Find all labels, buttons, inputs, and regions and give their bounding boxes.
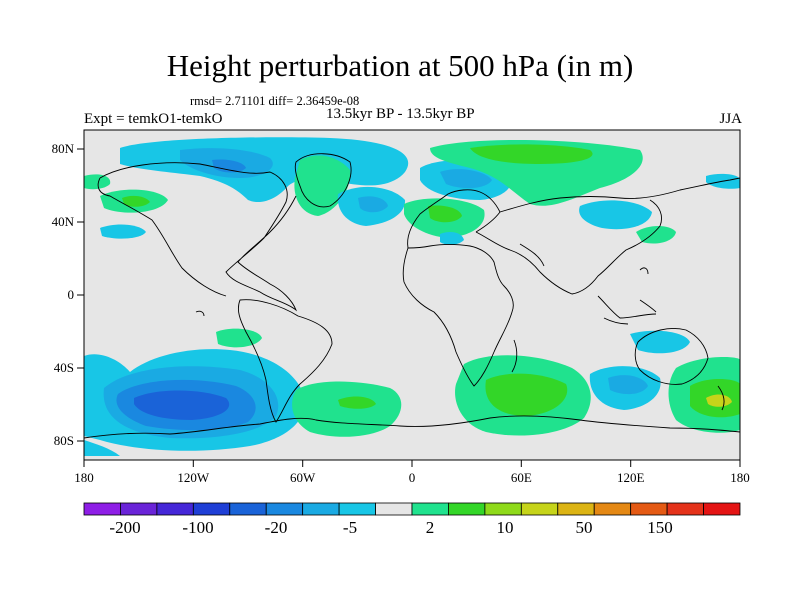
lon-label: 60W (290, 470, 316, 485)
colorbar-labels: -200 -100 -20 -5 2 10 50 150 (109, 518, 672, 537)
right-string: JJA (719, 111, 742, 127)
colorbar-label: 50 (576, 518, 593, 537)
lat-labels: 80N 40N 0 40S 80S (52, 141, 75, 448)
colorbar-label: 2 (426, 518, 435, 537)
lon-labels: 180 120W 60W 0 60E 120E 180 (74, 470, 750, 485)
colorbar-box (630, 502, 668, 516)
colorbar-box (302, 502, 340, 516)
lon-label: 120W (177, 470, 210, 485)
colorbar-box (484, 502, 522, 516)
lon-label: 0 (409, 470, 416, 485)
colorbar-label: 150 (647, 518, 673, 537)
colorbar-label: -20 (265, 518, 288, 537)
colorbar-box (520, 502, 559, 516)
colorbar-label: 10 (497, 518, 514, 537)
stats-text: rmsd= 2.71101 diff= 2.36459e-08 (190, 94, 360, 108)
colorbar-box (229, 502, 267, 516)
colorbar-box (338, 502, 376, 516)
colorbar-box (593, 502, 632, 516)
lon-label: 120E (617, 470, 645, 485)
colorbar-box (703, 502, 741, 516)
colorbar (83, 502, 741, 516)
lon-label: 180 (730, 470, 750, 485)
colorbar-label: -200 (109, 518, 140, 537)
colorbar-label: -5 (343, 518, 357, 537)
colorbar-box (156, 502, 194, 516)
colorbar-box (375, 502, 413, 516)
colorbar-box (557, 502, 595, 516)
colorbar-box (411, 502, 449, 516)
axis-ticks (77, 148, 741, 467)
colorbar-box (265, 502, 304, 516)
lat-label: 80S (54, 433, 74, 448)
lat-label: 40S (54, 360, 74, 375)
colorbar-label: -100 (182, 518, 213, 537)
colorbar-box (192, 502, 231, 516)
contour-fill (84, 137, 740, 456)
colorbar-box (448, 502, 486, 516)
colorbar-box (120, 502, 158, 516)
center-string: 13.5kyr BP - 13.5kyr BP (326, 106, 475, 122)
lat-label: 80N (52, 141, 75, 156)
colorbar-box (83, 502, 121, 516)
coastlines (84, 153, 740, 439)
lon-label: 180 (74, 470, 94, 485)
lon-label: 60E (511, 470, 532, 485)
lat-label: 40N (52, 214, 75, 229)
plot-title: Height perturbation at 500 hPa (in m) (166, 48, 634, 83)
left-string: Expt = temkO1-temkO (84, 111, 223, 127)
colorbar-box (666, 502, 704, 516)
lat-label: 0 (68, 287, 75, 302)
